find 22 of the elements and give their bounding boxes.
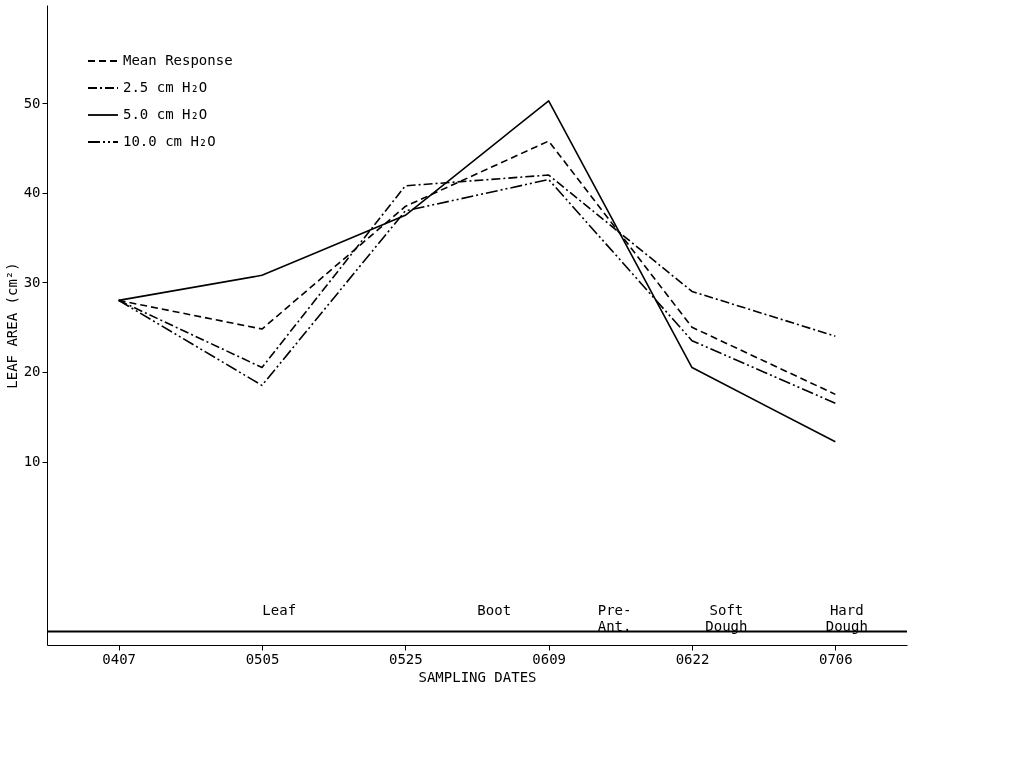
y-tick-label: 30 bbox=[23, 273, 41, 290]
x-tick-label: 0407 bbox=[102, 650, 137, 667]
annotation: Hard Dough bbox=[825, 601, 868, 634]
y-tick-label: 40 bbox=[23, 184, 41, 201]
annotation: Pre- Ant. bbox=[597, 601, 632, 634]
legend-label: 10.0 cm H₂O bbox=[123, 133, 216, 149]
annotation: Soft Dough bbox=[705, 601, 748, 634]
annotation: Boot bbox=[477, 601, 512, 618]
x-tick-label: 0622 bbox=[675, 650, 710, 667]
legend-label: 2.5 cm H₂O bbox=[123, 79, 208, 95]
annotation: Leaf bbox=[262, 601, 297, 618]
legend-label: Mean Response bbox=[123, 52, 233, 68]
x-tick-label: 0525 bbox=[388, 650, 423, 667]
x-tick-label: 0505 bbox=[245, 650, 280, 667]
legend-label: 5.0 cm H₂O bbox=[123, 106, 208, 122]
x-tick-label: 0706 bbox=[818, 650, 853, 667]
x-axis-title: SAMPLING DATES bbox=[418, 668, 537, 685]
y-tick-label: 20 bbox=[23, 363, 41, 380]
y-tick-label: 50 bbox=[23, 94, 41, 111]
y-tick-label: 10 bbox=[23, 453, 41, 469]
x-tick-label: 0609 bbox=[532, 650, 567, 667]
y-axis-title: LEAF AREA (cm²) bbox=[3, 262, 20, 389]
